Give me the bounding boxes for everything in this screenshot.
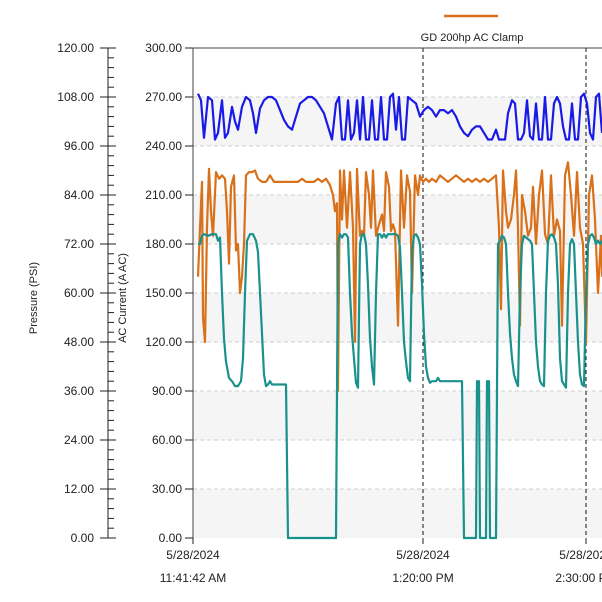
current-axis-title: AC Current (A AC): [117, 253, 129, 343]
x-tick-time: 1:20:00 PM: [392, 571, 453, 585]
current-tick-label: 180.00: [145, 237, 182, 251]
left-tick-label: 36.00: [64, 384, 94, 398]
current-tick-label: 210.00: [145, 188, 182, 202]
left-tick-label: 96.00: [64, 139, 94, 153]
legend-label: GD 200hp AC Clamp: [421, 32, 524, 44]
current-tick-label: 0.00: [159, 531, 183, 545]
left-tick-label: 60.00: [64, 286, 94, 300]
left-tick-label: 84.00: [64, 188, 94, 202]
current-tick-label: 270.00: [145, 90, 182, 104]
series-group: [196, 92, 602, 540]
x-tick-time: 2:30:00 PM: [555, 571, 602, 585]
clamp-current-series-line: [196, 161, 602, 393]
left-tick-label: 108.00: [57, 90, 94, 104]
legend: GD 200hp AC Clamp: [421, 14, 524, 44]
x-tick-date: 5/28/2024: [396, 548, 450, 562]
left-tick-label: 0.00: [71, 531, 95, 545]
x-axis-ticks: 5/28/2024 11:41:42 AM 5/28/2024 1:20:00 PM 5…: [160, 538, 602, 585]
current-tick-label: 60.00: [152, 433, 182, 447]
x-tick-date: 5/28/2024: [559, 548, 602, 562]
current-tick-label: 120.00: [145, 335, 182, 349]
current-tick-label: 90.00: [152, 384, 182, 398]
left-axis-ticks: 0.00 12.00 24.00 36.00 48.00 60.00 72.00 84.00 9…: [57, 41, 116, 545]
left-tick-label: 24.00: [64, 433, 94, 447]
left-tick-label: 12.00: [64, 482, 94, 496]
current-series-line: [198, 233, 602, 540]
left-tick-label: 72.00: [64, 237, 94, 251]
x-tick-date: 5/28/2024: [166, 548, 220, 562]
current-axis-ticks: 0.00 30.00 60.00 90.00 120.00 150.00 180.00 210…: [145, 41, 193, 545]
plot-band: [193, 489, 602, 538]
current-tick-label: 150.00: [145, 286, 182, 300]
left-axis-title: Pressure (PSI): [28, 262, 40, 334]
pressure-series-line: [196, 92, 602, 141]
x-tick-time: 11:41:42 AM: [160, 571, 227, 585]
plot-band: [193, 391, 602, 440]
current-tick-label: 240.00: [145, 139, 182, 153]
left-tick-label: 48.00: [64, 335, 94, 349]
left-tick-label: 120.00: [57, 41, 94, 55]
current-tick-label: 30.00: [152, 482, 182, 496]
current-tick-label: 300.00: [145, 41, 182, 55]
